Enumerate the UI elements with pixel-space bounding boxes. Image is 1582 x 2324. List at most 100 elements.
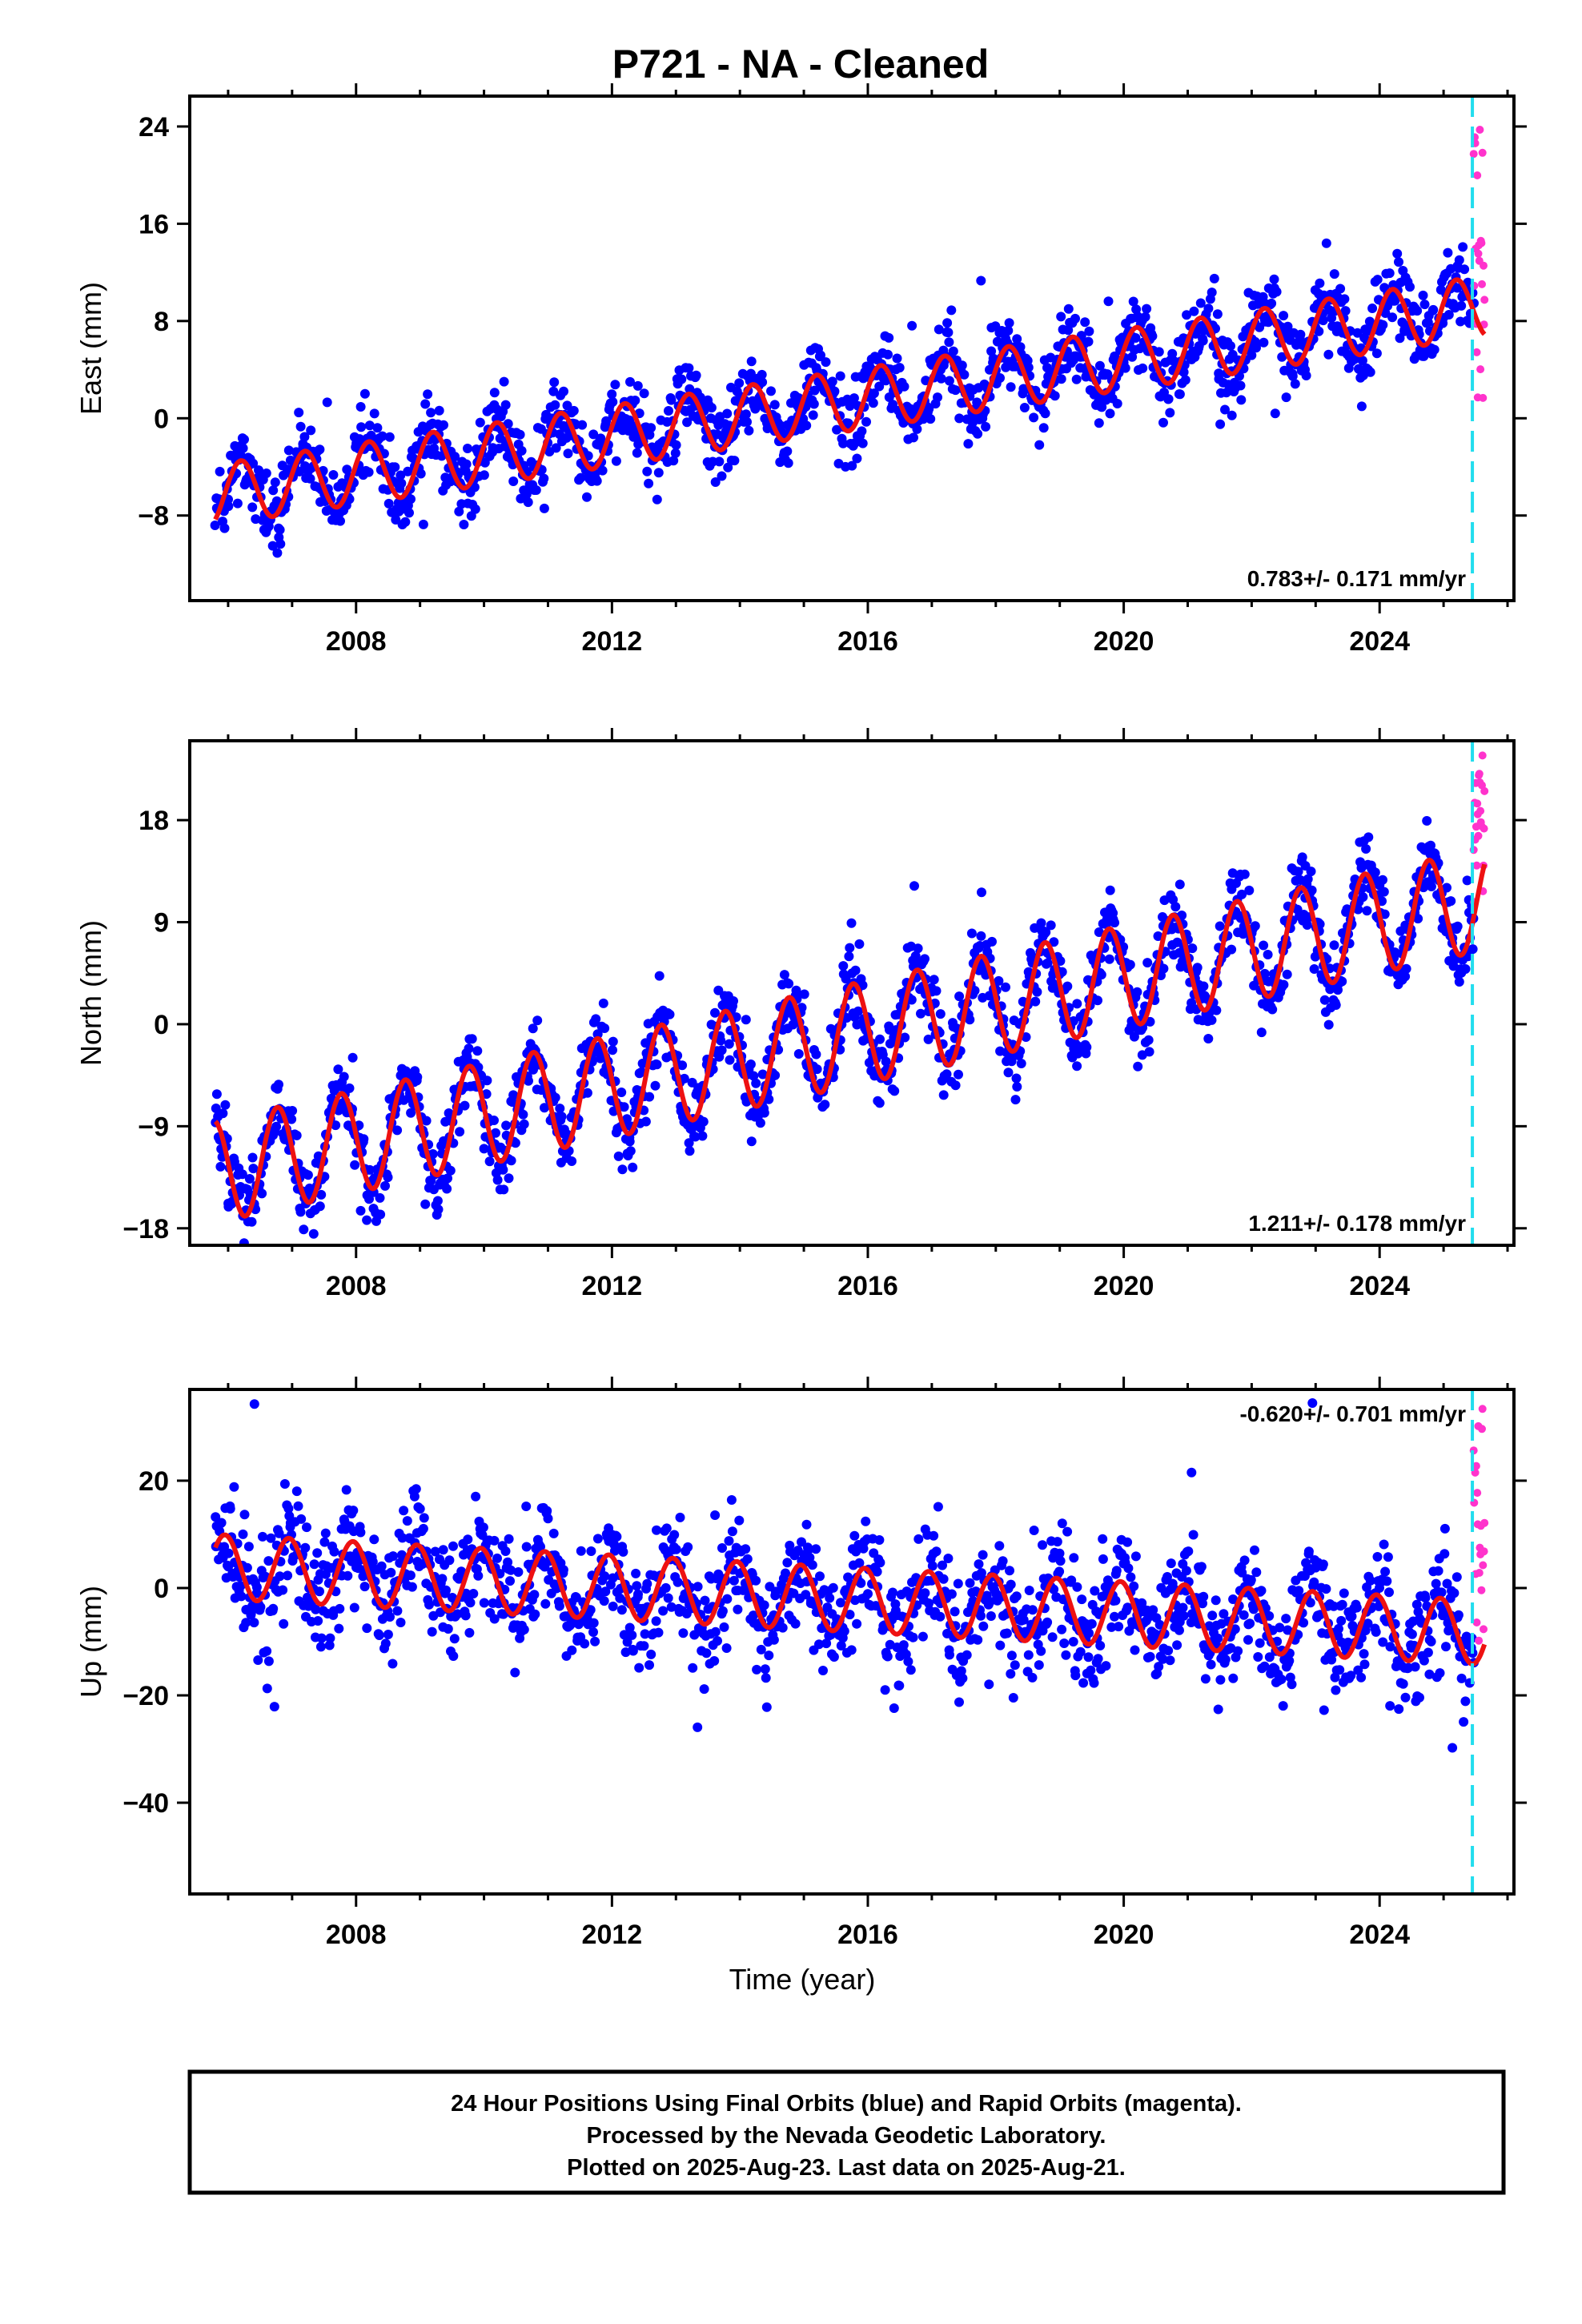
- final-orbit-point: [253, 1655, 263, 1665]
- final-orbit-point: [1106, 1622, 1117, 1632]
- final-orbit-point: [315, 1642, 326, 1652]
- final-orbit-point: [1383, 1552, 1393, 1562]
- final-orbit-point: [1413, 914, 1423, 924]
- final-orbit-point: [403, 466, 413, 476]
- final-orbit-point: [601, 416, 612, 426]
- final-orbit-point: [1426, 840, 1435, 850]
- final-orbit-point: [838, 961, 849, 971]
- final-orbit-point: [461, 459, 472, 469]
- final-orbit-point: [853, 1006, 863, 1016]
- final-orbit-point: [944, 376, 954, 386]
- x-tick-label: 2020: [1094, 1920, 1154, 1950]
- final-orbit-point: [908, 1632, 918, 1642]
- final-orbit-point: [444, 1555, 455, 1566]
- final-orbit-point: [1309, 964, 1319, 974]
- final-orbit-point: [1112, 399, 1122, 408]
- final-orbit-point: [608, 1036, 618, 1047]
- final-orbit-point: [1042, 958, 1053, 968]
- final-orbit-point: [852, 1618, 862, 1629]
- final-orbit-point: [976, 1568, 986, 1578]
- final-orbit-point: [499, 376, 509, 387]
- final-orbit-point: [973, 428, 983, 439]
- rapid-orbit-point: [1480, 824, 1488, 833]
- final-orbit-point: [521, 1502, 532, 1511]
- final-orbit-point: [1148, 1605, 1158, 1615]
- final-orbit-point: [586, 1546, 596, 1556]
- rapid-orbit-point: [1475, 770, 1484, 778]
- final-orbit-point: [1270, 408, 1280, 419]
- final-orbit-point: [1038, 423, 1049, 433]
- final-orbit-point: [329, 1546, 339, 1557]
- rapid-orbit-point: [1478, 1405, 1487, 1413]
- final-orbit-point: [733, 1604, 743, 1614]
- final-orbit-point: [1200, 1674, 1211, 1684]
- final-orbit-point: [355, 402, 366, 412]
- final-orbit-point: [247, 502, 258, 513]
- rate-label: 0.783+/- 0.171 mm/yr: [1247, 566, 1466, 591]
- final-orbit-point: [1142, 958, 1153, 968]
- final-orbit-point: [516, 445, 527, 456]
- x-tick-label: 2012: [582, 1920, 643, 1950]
- final-orbit-point: [899, 381, 909, 392]
- final-orbit-point: [651, 1616, 661, 1626]
- final-orbit-point: [1228, 1673, 1239, 1683]
- final-orbit-point: [954, 1069, 963, 1080]
- final-orbit-point: [501, 1120, 512, 1131]
- final-orbit-point: [872, 1566, 882, 1577]
- final-orbit-point: [316, 1633, 327, 1643]
- final-orbit-point: [391, 515, 401, 525]
- final-orbit-point: [420, 1199, 431, 1209]
- final-orbit-point: [839, 1626, 849, 1636]
- final-orbit-point: [1290, 379, 1300, 389]
- final-orbit-point: [1379, 887, 1389, 897]
- final-orbit-point: [726, 1495, 737, 1505]
- final-orbit-point: [608, 1045, 617, 1055]
- final-orbit-point: [1163, 394, 1174, 404]
- final-orbit-point: [1423, 1647, 1433, 1658]
- final-orbit-point: [1226, 341, 1235, 351]
- final-orbit-point: [1054, 1566, 1065, 1577]
- final-orbit-point: [339, 1072, 349, 1082]
- final-orbit-point: [801, 1590, 811, 1600]
- final-orbit-point: [801, 420, 812, 431]
- final-orbit-point: [931, 986, 942, 996]
- final-orbit-point: [888, 1587, 897, 1598]
- final-orbit-point: [334, 1623, 344, 1634]
- final-orbit-point: [469, 482, 480, 493]
- final-orbit-point: [1307, 885, 1317, 895]
- final-orbit-point: [464, 1627, 475, 1638]
- final-orbit-point: [679, 1073, 689, 1084]
- final-orbit-point: [1059, 1638, 1070, 1648]
- final-orbit-point: [1382, 1576, 1392, 1586]
- final-orbit-point: [1462, 875, 1472, 886]
- final-orbit-point: [409, 1491, 420, 1502]
- final-orbit-point: [825, 1593, 835, 1603]
- final-orbit-point: [396, 1618, 406, 1627]
- final-orbit-point: [900, 1032, 910, 1043]
- final-orbit-point: [624, 1136, 635, 1147]
- final-orbit-point: [1385, 1642, 1395, 1652]
- final-orbit-point: [328, 470, 339, 480]
- final-orbit-point: [309, 1559, 319, 1570]
- final-orbit-point: [1269, 274, 1279, 284]
- y-tick-label: 8: [154, 307, 169, 337]
- final-orbit-point: [1098, 1534, 1108, 1544]
- final-orbit-point: [1158, 963, 1169, 974]
- final-orbit-point: [255, 1602, 266, 1612]
- final-orbit-point: [889, 1086, 900, 1096]
- final-orbit-point: [874, 1098, 885, 1108]
- final-orbit-point: [644, 478, 654, 489]
- final-orbit-point: [359, 388, 370, 399]
- final-orbit-point: [210, 521, 220, 530]
- final-orbit-point: [1086, 1665, 1096, 1675]
- final-orbit-point: [567, 1156, 577, 1166]
- final-orbit-point: [1189, 306, 1199, 316]
- final-orbit-point: [320, 1528, 331, 1538]
- final-orbit-point: [1165, 408, 1175, 418]
- final-orbit-point: [369, 408, 379, 419]
- rapid-orbit-points: [1469, 126, 1489, 402]
- final-orbit-point: [1267, 298, 1277, 308]
- final-orbit-point: [946, 305, 957, 316]
- final-orbit-point: [246, 1608, 256, 1618]
- final-orbit-point: [741, 409, 751, 420]
